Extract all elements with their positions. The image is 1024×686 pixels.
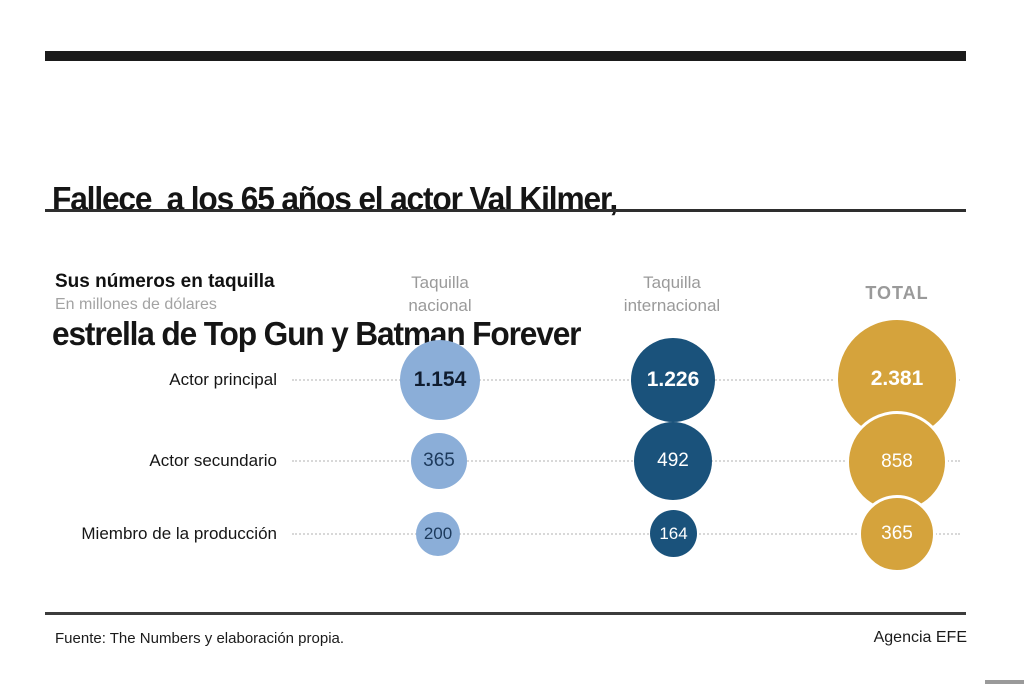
bubble-value: 200 (423, 524, 453, 543)
top-accent-bar (45, 51, 966, 61)
page-title-line1: Fallece a los 65 años el actor Val Kilme… (52, 180, 618, 217)
bubble-value: 492 (657, 450, 689, 471)
bubble-value: 1.154 (413, 368, 467, 391)
source-note: Fuente: The Numbers y elaboración propia… (55, 630, 345, 647)
row-label-actor-secundario: Actor secundario (149, 451, 277, 470)
chart-heading: Sus números en taquilla (55, 271, 275, 292)
agency-credit: Agencia EFE (873, 629, 967, 646)
row-leader-line (292, 379, 960, 381)
bubble-total-actor-principal: 2.381 (835, 317, 959, 441)
bubble-nacional-miembro-produccion: 200 (416, 512, 460, 556)
row-leader-line (292, 460, 960, 462)
bubble-nacional-actor-secundario: 365 (411, 433, 467, 489)
column-header-line: Taquilla (643, 273, 701, 292)
bubble-total-miembro-produccion: 365 (858, 495, 936, 573)
column-header-line: nacional (408, 296, 472, 315)
title-divider (45, 209, 966, 212)
bubble-value: 858 (881, 451, 913, 472)
bubble-value: 365 (881, 523, 913, 544)
row-label-actor-principal: Actor principal (169, 370, 277, 389)
row-leader-line (292, 533, 960, 535)
bubble-value: 365 (423, 450, 455, 471)
page-title-line2: estrella de Top Gun y Batman Forever (52, 315, 581, 352)
column-header-taquilla-internacional: Taquilla internacional (572, 271, 772, 317)
bubble-nacional-actor-principal: 1.154 (400, 340, 480, 420)
page-title: Fallece a los 65 años el actor Val Kilme… (52, 86, 618, 446)
column-header-total: TOTAL (865, 283, 929, 303)
bubble-value: 1.226 (646, 368, 700, 391)
chart-subheading: En millones de dólares (55, 296, 217, 313)
column-header-taquilla-nacional: Taquilla nacional (340, 271, 540, 317)
scrollbar-fragment (985, 680, 1024, 684)
bubble-internacional-actor-principal: 1.226 (631, 338, 715, 422)
bubble-internacional-miembro-produccion: 164 (650, 510, 697, 557)
bubble-value: 2.381 (870, 367, 924, 390)
row-label-miembro-produccion: Miembro de la producción (81, 524, 277, 543)
column-header-line: internacional (623, 296, 721, 315)
column-header-line: Taquilla (411, 273, 469, 292)
bubble-value: 164 (659, 523, 688, 543)
footer-divider (45, 612, 966, 615)
bubble-internacional-actor-secundario: 492 (634, 422, 712, 500)
